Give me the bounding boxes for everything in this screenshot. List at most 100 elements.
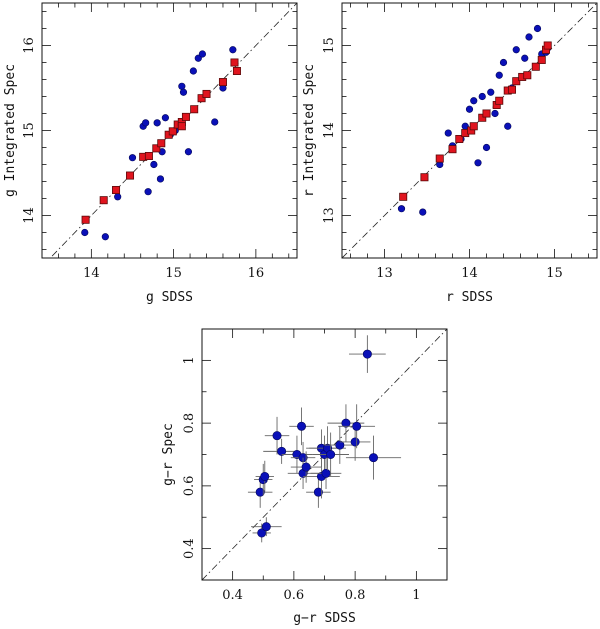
x-axis-label: g SDSS [146,290,193,305]
x-tick-label: 16 [248,266,265,281]
red-square-point [448,145,457,154]
y-tick-label: 13 [322,207,337,224]
y-tick-label: 15 [322,37,337,54]
blue-circle-point [261,522,271,532]
blue-circle-point [478,92,486,101]
blue-circle-point [482,143,491,152]
red-square-point [232,67,241,76]
blue-circle-point [260,471,270,481]
x-tick-label: 0.8 [345,588,366,603]
data-points [397,24,552,216]
blue-circle-point [335,440,345,450]
blue-circle-point [128,154,137,162]
blue-circle-point [321,468,331,478]
blue-circle-point [326,449,336,459]
blue-circle-point [474,159,482,167]
blue-circle-point [178,82,186,90]
red-square-point [455,134,464,143]
x-tick-label: 14 [461,266,478,281]
red-square-point [469,122,478,131]
red-square-point [202,89,211,98]
red-square-point [126,171,135,180]
x-tick-label: 13 [376,266,393,281]
blue-circle-point [142,119,150,127]
x-tick-label: 0.6 [284,588,305,603]
blue-circle-point [341,418,351,428]
blue-circle-point [297,421,307,431]
y-tick-label: 0.6 [182,476,197,497]
panel-gr: 0.4 0.6 0.8 1 0.4 0.6 0.8 1 g−r SDSS g−r Spec [161,328,448,626]
red-square-point [531,62,540,71]
blue-circle-point [512,46,520,54]
blue-circle-point [229,46,237,54]
blue-circle-point [525,33,533,41]
blue-circle-point [397,205,406,213]
red-square-point [512,77,521,86]
red-square-point [495,96,504,105]
red-square-point [399,192,408,201]
red-square-point [537,55,546,64]
red-square-point [543,41,552,50]
x-tick-label: 14 [83,266,100,281]
y-tick-label: 1 [182,356,197,364]
red-square-point [144,151,153,160]
red-square-point [435,154,444,163]
blue-circle-point [362,349,372,359]
blue-circle-point [495,71,503,79]
red-square-point [523,71,532,80]
data-points [81,46,241,241]
blue-circle-point [272,431,282,441]
blue-circle-point [153,119,161,127]
red-square-point [218,78,227,87]
blue-circle-point [211,118,219,126]
blue-circle-point [368,453,378,463]
blue-circle-point [81,228,89,237]
data-points [247,335,402,543]
y-axis-label: g−r Spec [161,423,176,486]
red-square-point [81,215,90,224]
blue-circle-point [161,114,169,122]
blue-circle-point [470,97,478,105]
red-square-point [168,127,177,136]
red-square-point [197,94,206,103]
x-tick-label: 0.4 [222,588,243,603]
blue-circle-point [150,160,158,169]
x-tick-label: 15 [546,266,563,281]
red-square-point [230,58,239,67]
red-square-point [482,109,491,118]
y-tick-label: 14 [322,122,337,139]
blue-circle-point [114,193,122,201]
blue-circle-point [184,148,193,156]
blue-circle-point [533,24,542,33]
red-square-point [507,85,516,94]
blue-circle-point [419,208,427,216]
y-tick-label: 16 [22,37,37,54]
blue-circle-point [465,105,474,113]
red-square-point [190,105,199,114]
y-axis-label: g Integrated Spec [3,64,18,197]
y-axis-label: r Integrated Spec [302,64,317,197]
blue-circle-point [444,129,452,137]
blue-circle-point [521,54,529,62]
panel-g: 14 15 16 14 15 16 g SDSS g Integrated Spec [3,2,298,305]
red-square-point [152,144,161,153]
y-tick-label: 14 [22,207,37,224]
y-tick-label: 0.4 [182,538,197,559]
red-square-point [181,112,190,121]
red-square-point [112,185,121,194]
blue-circle-point [179,88,188,96]
red-square-point [99,196,108,205]
x-tick-label: 15 [165,266,182,281]
blue-circle-point [313,487,323,497]
x-axis-label: r SDSS [446,290,493,305]
blue-circle-point [301,462,311,472]
blue-circle-point [156,175,165,183]
blue-circle-point [504,122,512,130]
red-square-point [157,139,166,148]
blue-circle-point [491,109,499,118]
blue-circle-point [189,67,197,75]
blue-circle-point [277,446,287,456]
blue-circle-point [352,421,362,431]
y-tick-label: 0.8 [182,413,197,434]
